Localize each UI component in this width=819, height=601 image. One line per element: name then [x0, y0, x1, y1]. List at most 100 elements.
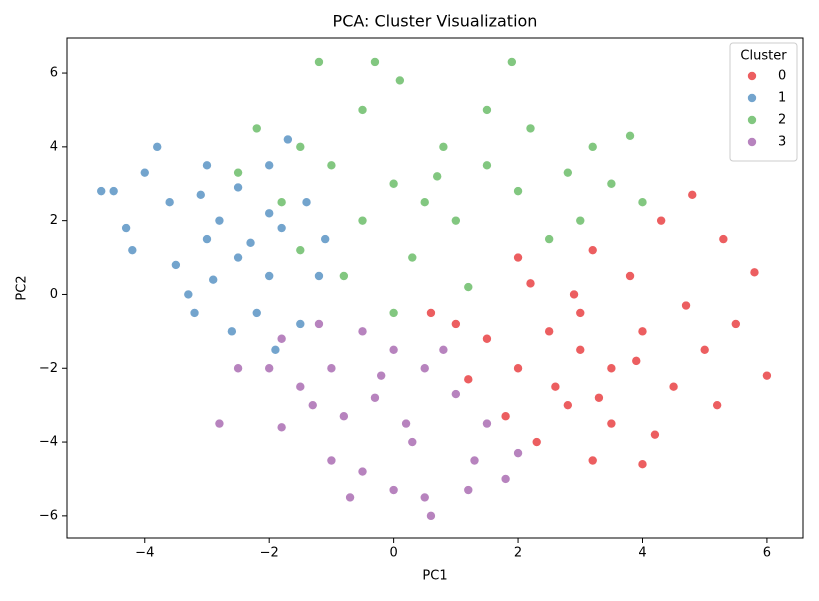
point [575, 215, 586, 226]
point [463, 282, 474, 292]
point [637, 326, 648, 337]
point [326, 160, 337, 171]
point [637, 459, 648, 469]
point [121, 223, 131, 233]
point [202, 160, 212, 171]
point [152, 142, 163, 152]
point [525, 123, 536, 134]
point [270, 345, 281, 355]
point [606, 418, 617, 429]
point [233, 167, 243, 178]
point [762, 370, 772, 381]
point [326, 363, 337, 374]
point [407, 252, 418, 263]
y-tick-label: −4 [39, 435, 58, 450]
point [469, 455, 480, 466]
point [606, 178, 617, 189]
point [482, 160, 492, 171]
x-tick-label: 0 [389, 546, 397, 561]
point [233, 182, 243, 193]
point [276, 422, 287, 433]
y-tick-label: 4 [50, 139, 58, 154]
point [544, 234, 554, 244]
point [587, 245, 598, 255]
point [96, 186, 107, 196]
point [264, 363, 274, 374]
point [718, 234, 729, 244]
point [587, 142, 598, 152]
point [463, 374, 474, 385]
point [637, 197, 648, 208]
point [376, 370, 386, 381]
y-tick-label: −6 [39, 508, 58, 523]
point [563, 167, 573, 178]
point [463, 485, 474, 495]
point [731, 319, 741, 329]
point [264, 208, 274, 219]
point [314, 271, 324, 281]
point [650, 429, 660, 440]
point [388, 178, 399, 189]
point [183, 289, 194, 300]
point [339, 411, 349, 422]
point [283, 134, 293, 145]
x-tick-label: 2 [514, 546, 522, 561]
point [301, 197, 312, 208]
point [419, 197, 430, 208]
point [307, 400, 318, 410]
point [507, 57, 517, 67]
point [395, 75, 405, 86]
point [550, 381, 561, 392]
point [401, 418, 411, 429]
legend-box [729, 42, 798, 162]
x-axis-label: PC1 [422, 569, 447, 584]
point [625, 130, 635, 141]
y-tick-label: 0 [50, 287, 58, 302]
point [370, 57, 380, 67]
point [233, 363, 243, 374]
point [438, 142, 449, 152]
point [339, 271, 349, 281]
point [668, 381, 679, 392]
point [432, 171, 442, 182]
point [171, 260, 181, 270]
point [749, 267, 760, 278]
point [164, 197, 175, 208]
point [139, 167, 150, 178]
y-tick-label: −2 [39, 361, 58, 376]
y-tick-label: 6 [50, 66, 58, 81]
point [357, 215, 368, 226]
point [569, 289, 579, 300]
point [513, 252, 523, 263]
point [426, 308, 436, 318]
legend-label: 2 [778, 113, 786, 128]
point [251, 308, 262, 318]
point [345, 492, 355, 503]
point [127, 245, 138, 255]
point [295, 319, 306, 329]
point [575, 308, 586, 318]
point [606, 363, 617, 374]
point [276, 333, 287, 344]
point [482, 105, 492, 115]
point [326, 455, 337, 466]
plot-frame [66, 37, 804, 539]
point [500, 411, 511, 422]
point [451, 319, 461, 329]
point [575, 345, 586, 355]
point [426, 511, 436, 521]
point [208, 274, 219, 285]
y-axis-label: PC2 [15, 275, 30, 300]
point [563, 400, 573, 410]
point [544, 326, 554, 337]
legend-marker [747, 71, 757, 81]
point [357, 105, 368, 115]
point [388, 345, 399, 355]
point [314, 319, 324, 329]
point [357, 326, 368, 337]
point [482, 418, 492, 429]
legend-label: 0 [778, 69, 786, 84]
point [438, 345, 449, 355]
x-tick-label: −4 [135, 546, 154, 561]
legend-marker [747, 115, 757, 125]
